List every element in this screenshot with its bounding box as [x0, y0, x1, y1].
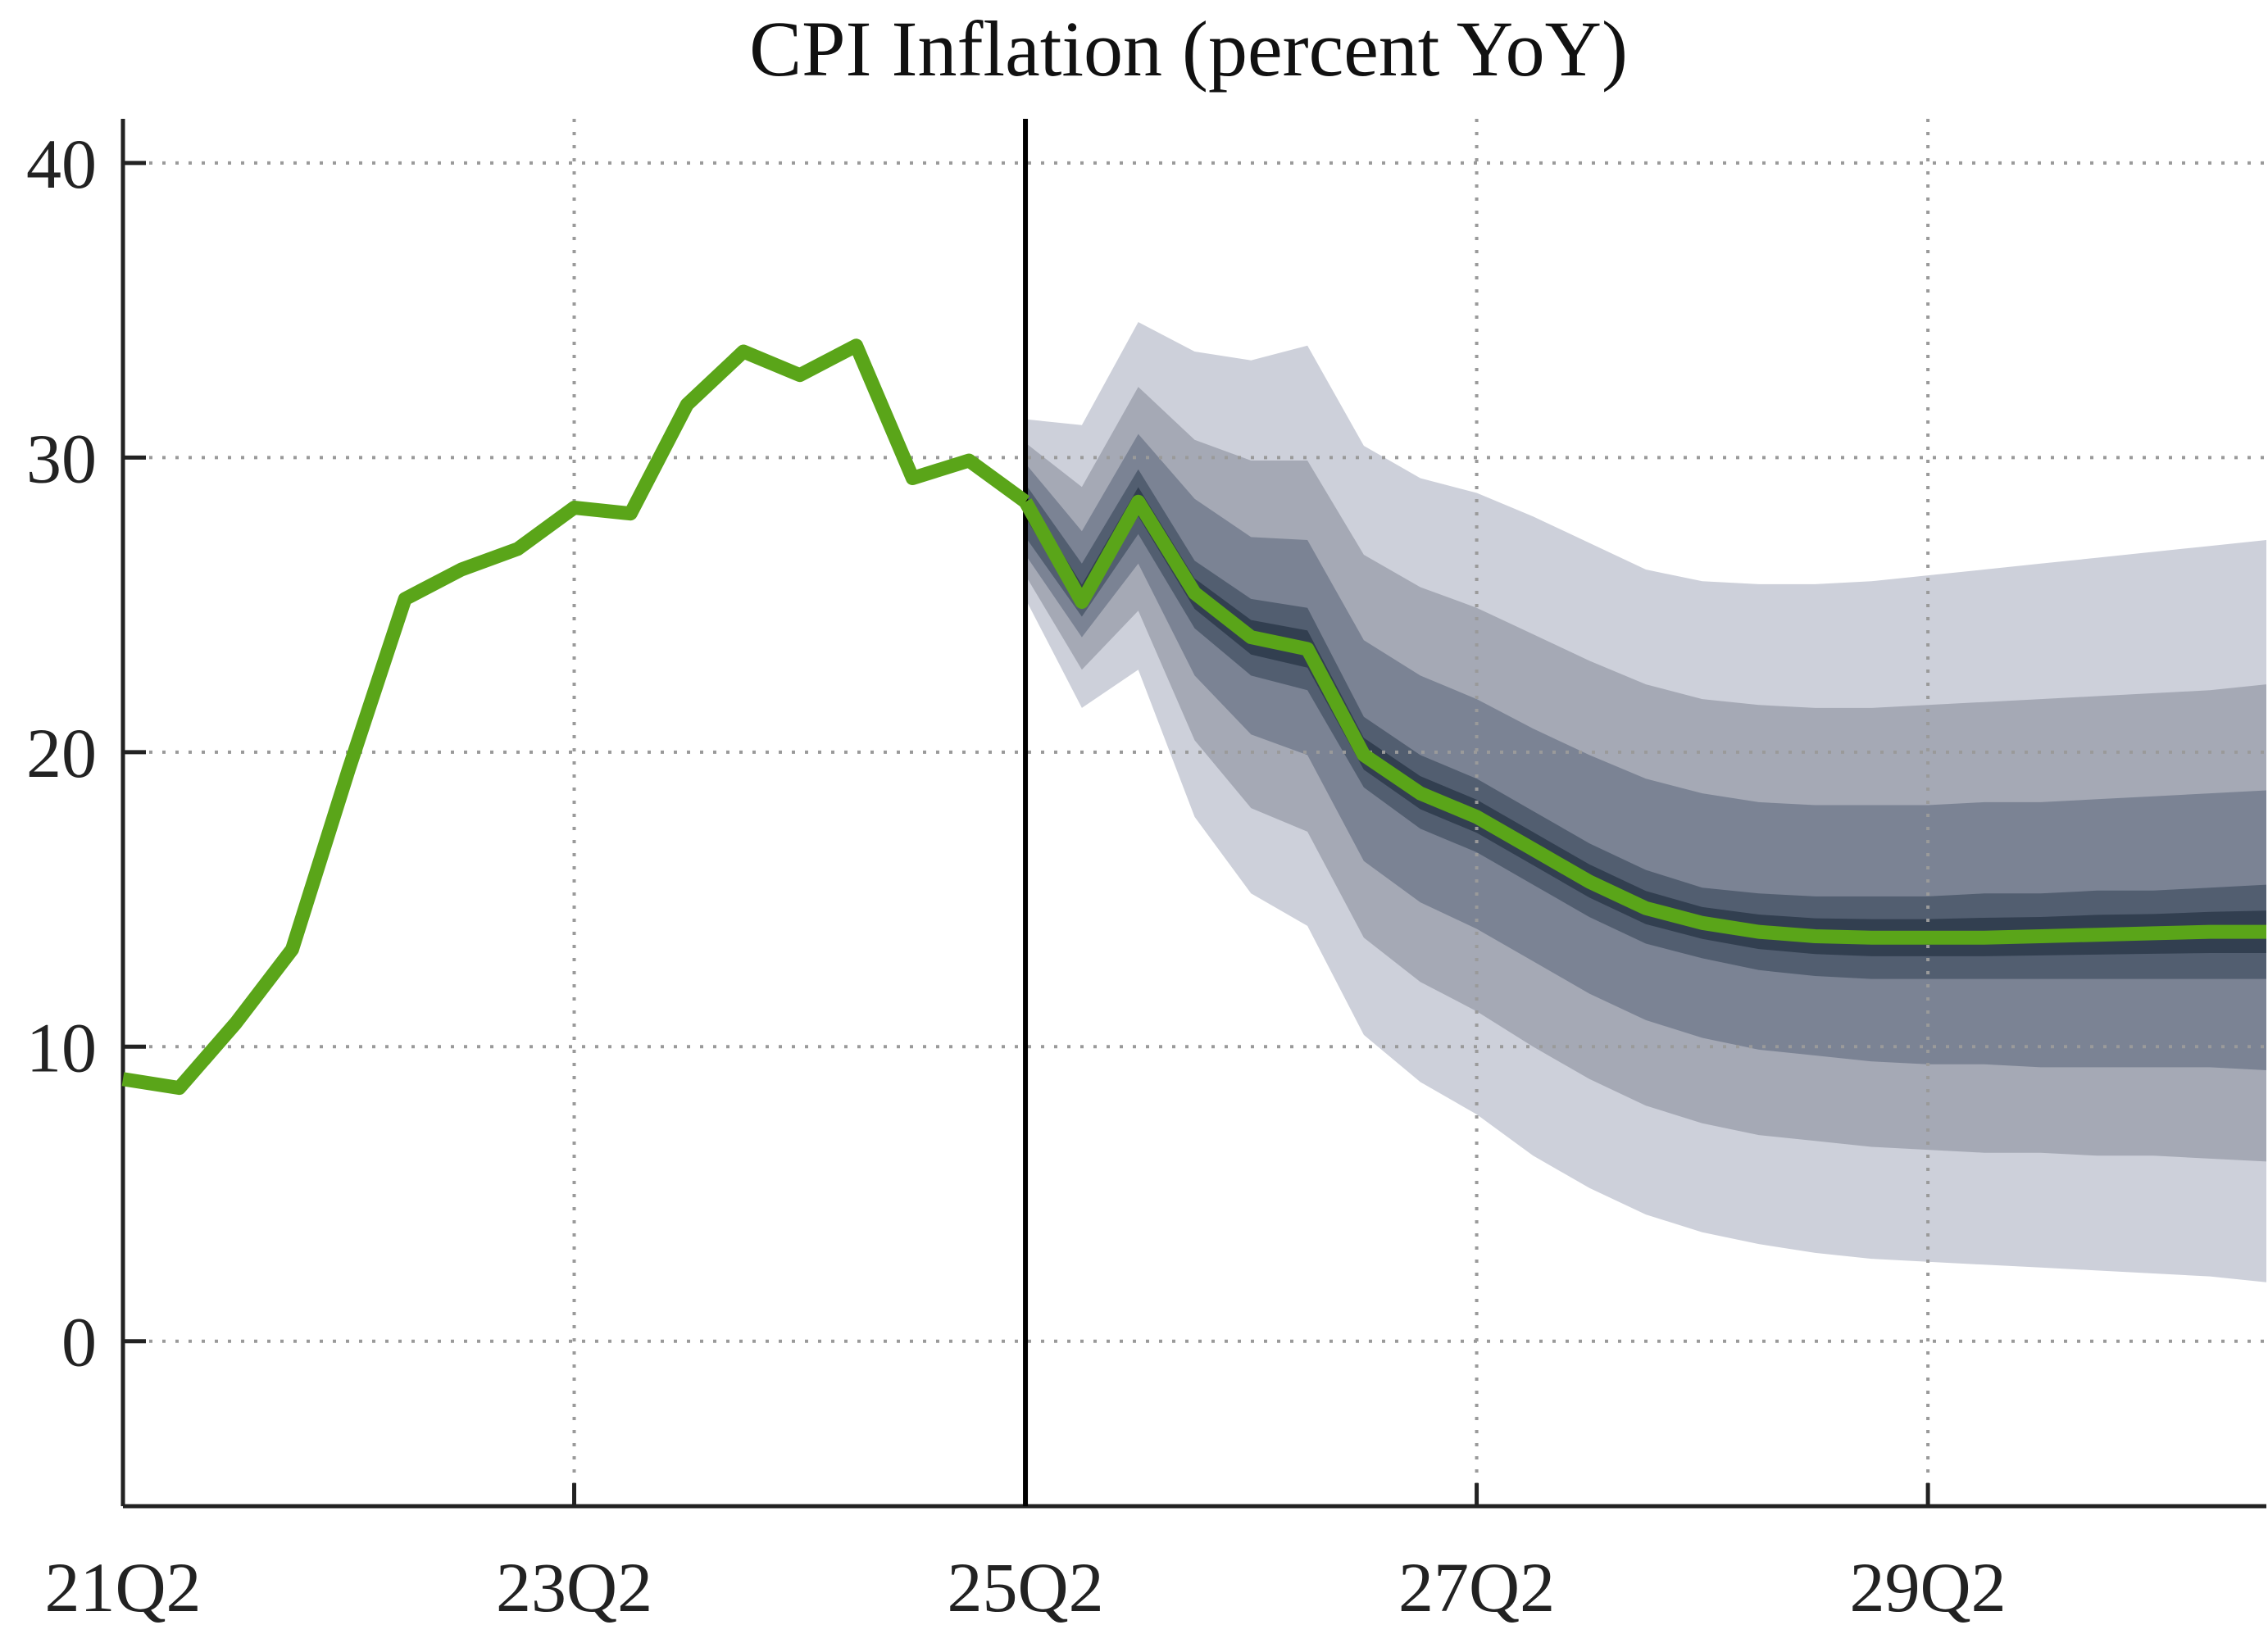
y-tick-label: 40 — [26, 125, 97, 203]
fan-band-inner — [1025, 487, 2266, 956]
tick-labels: 0 10 20 30 40 21Q2 23Q2 25Q2 27Q2 29Q2 — [26, 125, 2007, 1625]
axes — [120, 119, 2266, 1509]
series-lines — [121, 338, 2266, 1096]
x-tick-label: 27Q2 — [1398, 1548, 1555, 1625]
chart-title: CPI Inflation (percent YoY) — [749, 5, 1628, 93]
fan-bands — [1025, 322, 2266, 1282]
forecast-median-line — [1019, 494, 2266, 945]
x-tick-label: 29Q2 — [1850, 1548, 2007, 1625]
y-tick-label: 0 — [61, 1303, 97, 1382]
x-tick-label: 21Q2 — [44, 1548, 201, 1625]
y-tick-label: 30 — [26, 419, 97, 497]
x-tick-label: 23Q2 — [496, 1548, 652, 1625]
actual-line — [121, 338, 1030, 1096]
y-tick-label: 20 — [26, 714, 97, 792]
y-tick-label: 10 — [26, 1008, 97, 1087]
x-tick-label: 25Q2 — [947, 1548, 1103, 1625]
